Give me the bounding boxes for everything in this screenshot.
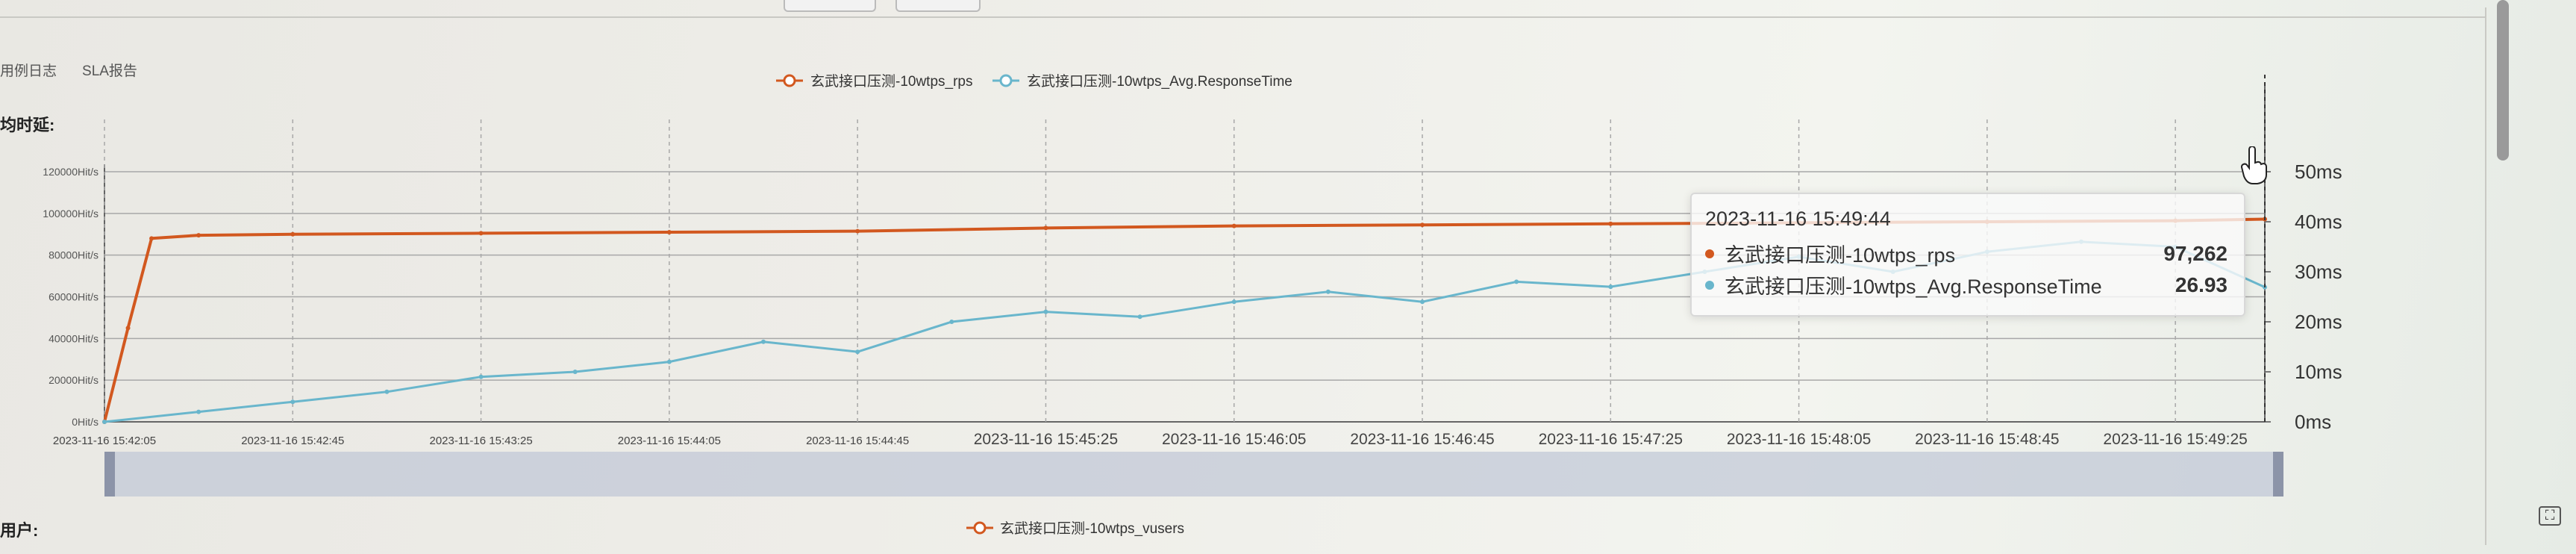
- data-point: [761, 339, 766, 344]
- data-point: [384, 389, 390, 394]
- data-point: [478, 374, 484, 379]
- y-left-tick-label: 80000Hit/s: [49, 249, 99, 261]
- tooltip-series-value: 97,262: [2163, 241, 2228, 265]
- latency-section-title: 均时延:: [0, 116, 55, 134]
- data-point: [1514, 279, 1519, 284]
- tab-bar: 用例日志 SLA报告: [0, 60, 137, 80]
- tooltip-series-name: 玄武接口压测-10wtps_rps: [1725, 244, 1956, 267]
- data-point: [666, 229, 672, 234]
- tooltip-row-response-time: 玄武接口压测-10wtps_Avg.ResponseTime 26.93: [1705, 270, 2228, 299]
- response-time-dot-icon: [1705, 280, 1714, 290]
- users-legend-marker-icon: [973, 521, 987, 535]
- data-zoom-handle-left: [104, 452, 115, 497]
- data-point: [1137, 314, 1142, 320]
- legend-label: 玄武接口压测-10wtps_rps: [810, 73, 973, 90]
- users-legend-label: 玄武接口压测-10wtps_vusers: [1000, 520, 1184, 537]
- y-left-tick-label: 100000Hit/s: [43, 208, 99, 220]
- data-point: [855, 349, 860, 355]
- data-point: [1043, 309, 1048, 314]
- x-tick-label: 2023-11-16 15:46:45: [1350, 431, 1494, 448]
- hand-cursor-icon: [2241, 146, 2267, 184]
- x-tick-label: 2023-11-16 15:44:05: [618, 435, 721, 447]
- data-point: [290, 399, 296, 405]
- data-point: [1420, 222, 1425, 228]
- y-right-tick-label: 10ms: [2295, 361, 2342, 383]
- legend-marker-icon: [783, 74, 796, 87]
- x-tick-label: 2023-11-16 15:47:25: [1539, 431, 1683, 448]
- x-tick-label: 2023-11-16 15:42:05: [53, 435, 156, 447]
- tooltip-time: 2023-11-16 15:49:44: [1705, 208, 1891, 230]
- x-tick-label: 2023-11-16 15:46:05: [1162, 431, 1306, 448]
- data-point: [1231, 223, 1237, 228]
- rps-dot-icon: [1705, 249, 1714, 258]
- data-point: [196, 409, 201, 414]
- data-zoom-handle-right: [2273, 452, 2283, 497]
- data-point: [290, 231, 296, 237]
- toolbar-button-2[interactable]: [895, 0, 981, 12]
- header-divider: [0, 16, 2485, 18]
- toolbar-button[interactable]: [784, 0, 876, 12]
- x-tick-label: 2023-11-16 15:45:25: [974, 431, 1118, 448]
- window-icon[interactable]: ⛶: [2539, 506, 2561, 526]
- panel-border: [2485, 7, 2486, 545]
- x-tick-label: 2023-11-16 15:48:45: [1915, 431, 2059, 448]
- data-point: [572, 370, 578, 374]
- users-section-title: 用户:: [0, 521, 39, 540]
- data-point: [149, 236, 154, 241]
- tooltip-series-name: 玄武接口压测-10wtps_Avg.ResponseTime: [1725, 276, 2102, 298]
- y-left-tick-label: 20000Hit/s: [49, 374, 99, 386]
- data-point: [666, 359, 672, 364]
- vertical-scrollbar[interactable]: [2497, 0, 2509, 161]
- data-point: [1231, 299, 1237, 305]
- data-point: [196, 233, 201, 238]
- data-point: [478, 231, 484, 236]
- data-point: [855, 228, 860, 234]
- data-zoom-slider: [104, 452, 2283, 497]
- y-right-tick-label: 20ms: [2295, 311, 2342, 333]
- data-point: [1420, 299, 1425, 305]
- chart-tooltip: 2023-11-16 15:49:44 玄武接口压测-10wtps_rps 97…: [1690, 193, 2245, 317]
- tab-sla-report[interactable]: SLA报告: [82, 63, 137, 79]
- data-point: [102, 420, 107, 424]
- x-tick-label: 2023-11-16 15:44:45: [806, 435, 909, 447]
- y-left-tick-label: 0Hit/s: [72, 416, 99, 428]
- data-point: [1325, 289, 1331, 294]
- data-point: [1608, 221, 1613, 226]
- x-tick-label: 2023-11-16 15:42:45: [241, 435, 344, 447]
- tooltip-series-value: 26.93: [2175, 273, 2228, 296]
- data-point: [1608, 284, 1613, 290]
- tooltip-row-rps: 玄武接口压测-10wtps_rps 97,262: [1705, 239, 2228, 268]
- data-point: [1043, 225, 1048, 231]
- y-right-tick-label: 0ms: [2295, 411, 2331, 433]
- tab-case-log[interactable]: 用例日志: [0, 63, 57, 79]
- y-left-tick-label: 60000Hit/s: [49, 291, 99, 303]
- x-tick-label: 2023-11-16 15:48:05: [1727, 431, 1871, 448]
- y-right-tick-label: 50ms: [2295, 161, 2342, 183]
- data-point: [949, 320, 954, 324]
- y-right-tick-label: 30ms: [2295, 261, 2342, 283]
- y-left-tick-label: 40000Hit/s: [49, 332, 99, 344]
- y-left-tick-label: 120000Hit/s: [43, 166, 99, 178]
- x-tick-label: 2023-11-16 15:49:25: [2103, 431, 2247, 448]
- y-right-tick-label: 40ms: [2295, 211, 2342, 233]
- legend-label: 玄武接口压测-10wtps_Avg.ResponseTime: [1027, 73, 1292, 90]
- x-tick-label: 2023-11-16 15:43:25: [429, 435, 532, 447]
- data-point: [125, 326, 131, 331]
- legend-marker-icon: [999, 74, 1013, 87]
